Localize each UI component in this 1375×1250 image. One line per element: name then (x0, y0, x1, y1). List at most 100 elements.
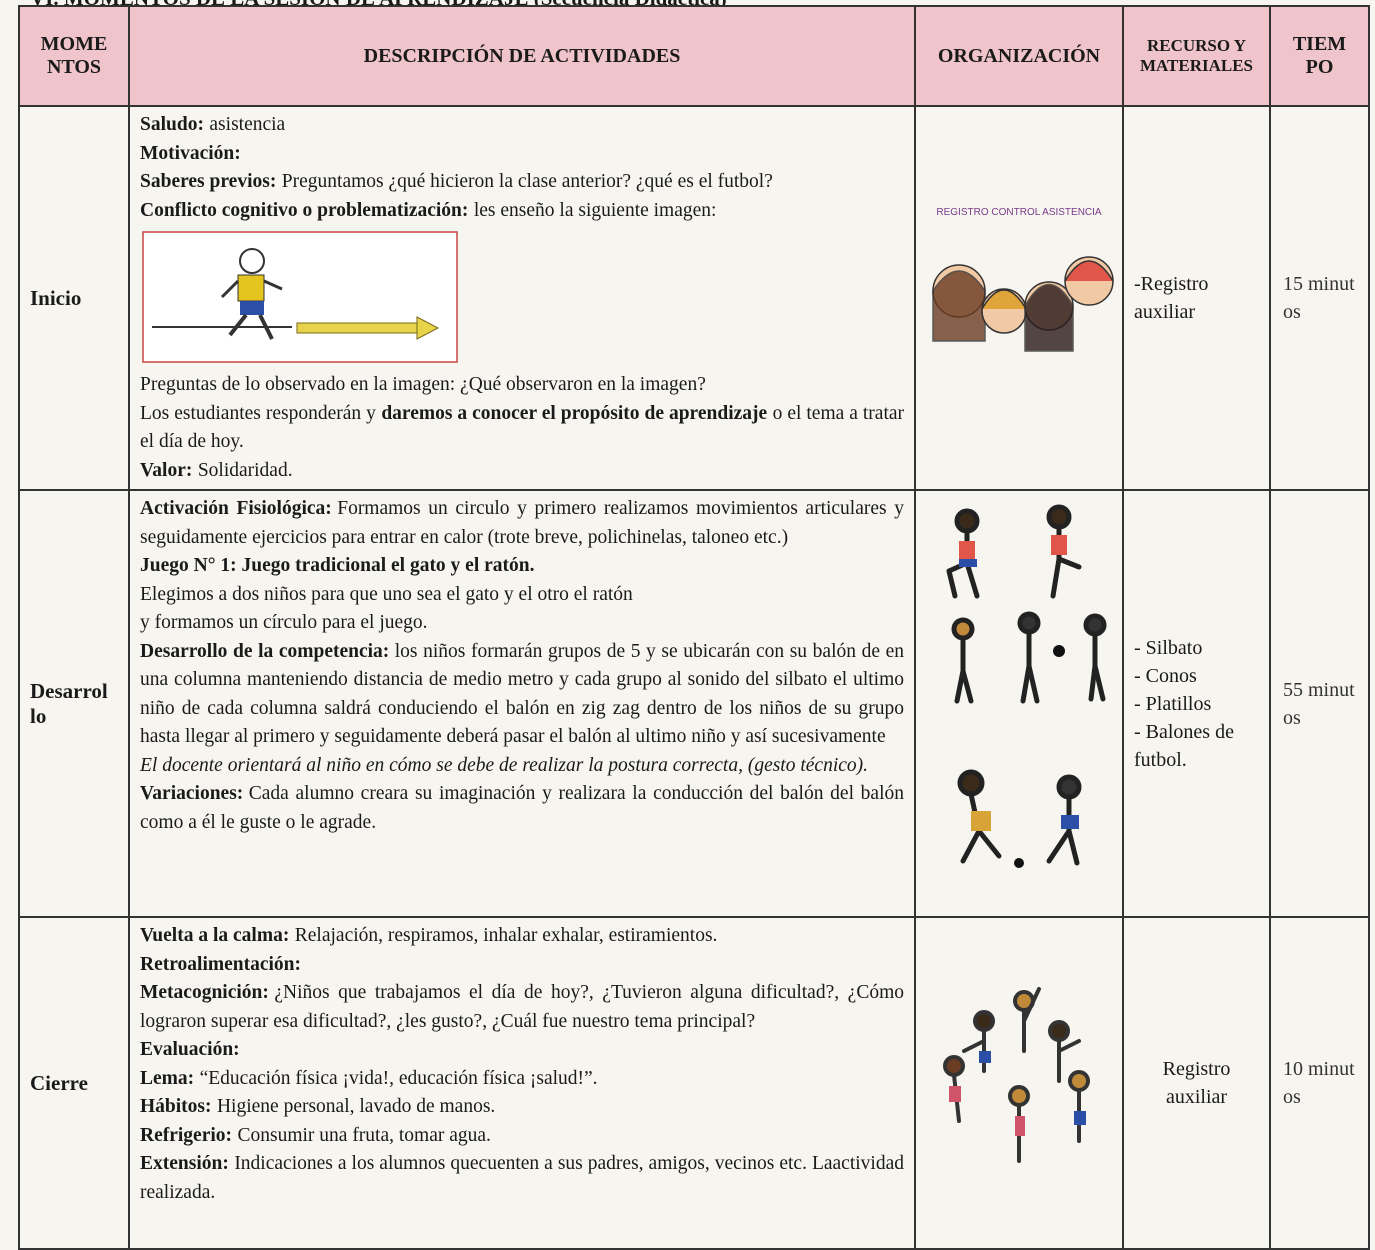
paragraph: Preguntas de lo observado en la imagen: … (140, 371, 904, 400)
text: Elegimos a dos niños para que uno sea el… (140, 583, 633, 605)
paragraph: Conflicto cognitivo o problematización: l… (140, 197, 904, 226)
paragraph: Motivación: (140, 140, 904, 169)
stretching-image (943, 986, 1090, 1163)
paragraph: Hábitos: Higiene personal, lavado de mano… (140, 1093, 904, 1122)
text: les enseño la siguiente imagen: (473, 199, 717, 221)
paragraph: Activación Fisiológica: Formamos un circu… (140, 495, 904, 552)
paragraphs: Vuelta a la calma: Relajación, respiramos… (140, 922, 904, 1207)
text: asistencia (209, 114, 286, 135)
image-caption: REGISTRO CONTROL ASISTENCIA (936, 207, 1102, 218)
attendance-image: REGISTRO CONTROL ASISTENCIA (932, 207, 1114, 352)
text: o el tema a tratar el día de hoy. (140, 402, 905, 453)
description: Activación Fisiológica: Formamos un circu… (128, 489, 916, 918)
label: Evaluación: (140, 1039, 240, 1060)
label: Juego N° 1: Juego tradicional el gato y … (140, 555, 535, 576)
moment-text: Desarrollo (30, 678, 108, 728)
text: Consumir una fruta, tomar agua. (237, 1124, 491, 1146)
paragraph: Refrigerio: Consumir una fruta, tomar agu… (140, 1122, 904, 1151)
resource-item: -Registro auxiliar (1134, 273, 1209, 323)
column-header: RECURSO Y MATERIALES (1122, 5, 1271, 107)
paragraph: Retroalimentación: (140, 951, 904, 980)
time: 55 minutos (1269, 489, 1370, 918)
text: Solidaridad. (197, 459, 293, 481)
moment: Cierre (18, 916, 130, 1250)
section-title: VI. MOMENTOS DE LA SESIÓN DE APRENDIZAJE… (30, 0, 727, 11)
column-header: DESCRIPCIÓN DE ACTIVIDADES (128, 5, 916, 107)
label: Refrigerio: (140, 1124, 233, 1146)
text: Preguntas de lo observado en la imagen: … (140, 374, 706, 395)
label: Desarrollo de la competencia: (140, 640, 390, 662)
label: Metacognición: (140, 982, 269, 1003)
moment: Desarrollo (18, 489, 130, 918)
column-header: MOMENTOS (18, 5, 130, 107)
header-text: MOMENTOS (40, 33, 108, 78)
text: Los estudiantes responderán y (140, 402, 376, 424)
label: Saludo: (140, 114, 204, 135)
resource-item: - Platillos (1134, 692, 1212, 715)
text: Higiene personal, lavado de manos. (216, 1096, 496, 1117)
text: ¿Niños que trabajamos el día de hoy?, ¿T… (140, 982, 904, 1032)
label: daremos a conocer el propósito de aprend… (381, 402, 768, 424)
paragraph: y formamos un círculo para el juego. (140, 609, 904, 638)
resources: - Silbato - Conos - Platillos - Balones de … (1122, 489, 1271, 918)
paragraph: El docente orientará al niño en cómo se … (140, 752, 904, 781)
text: los niños formarán grupos de 5 y se ubic… (140, 640, 904, 748)
resource-item: - Balones de futbol. (1134, 720, 1234, 771)
row: Desarrollo Activación Fisiológica: Formam… (18, 489, 1370, 918)
paragraph: Evaluación: (140, 1036, 904, 1065)
paragraph: Saberes previos: Preguntamos ¿qué hiciero… (140, 168, 904, 197)
paragraph: Valor: Solidaridad. (140, 457, 904, 486)
header-text: ORGANIZACIÓN (937, 44, 1101, 67)
activity-images (946, 504, 1107, 868)
description: Vuelta a la calma: Relajación, respiramos… (128, 916, 916, 1250)
label: Conflicto cognitivo o problematización: (140, 199, 469, 221)
paragraph: Vuelta a la calma: Relajación, respiramos… (140, 922, 904, 951)
time: 10 minutos (1269, 916, 1370, 1250)
text: Indicaciones a los alumnos quecuenten a … (140, 1153, 904, 1203)
text: El docente orientará al niño en cómo se … (140, 754, 869, 776)
label: Saberes previos: (140, 171, 277, 192)
column-header: TIEMPO (1269, 5, 1370, 107)
header-text: TIEMPO (1292, 33, 1347, 78)
text: Relajación, respiramos, inhalar exhalar,… (294, 925, 718, 946)
paragraph: Desarrollo de la competencia: los niños f… (140, 638, 904, 752)
row: Cierre Vuelta a la calma: Relajación, res… (18, 916, 1370, 1250)
label: Variaciones: (140, 783, 244, 804)
resource-item: Registro auxiliar (1162, 1058, 1231, 1108)
text: “Educación física ¡vida!, educación físi… (199, 1067, 598, 1089)
label: Extensión: (140, 1153, 229, 1174)
label: Valor: (140, 459, 193, 481)
label: Vuelta a la calma: (140, 925, 290, 946)
text: y formamos un círculo para el juego. (140, 612, 428, 633)
label: Lema: (140, 1067, 195, 1089)
resources: -Registro auxiliar (1122, 105, 1271, 491)
header-text: RECURSO Y MATERIALES (1139, 36, 1254, 75)
column-header: ORGANIZACIÓN (914, 5, 1124, 107)
paragraphs: Saludo: asistencia Motivación: Saberes prev… (140, 111, 904, 225)
paragraphs: Preguntas de lo observado en la imagen: … (140, 371, 904, 485)
paragraph: Extensión: Indicaciones a los alumnos que… (140, 1150, 904, 1207)
paragraph: Metacognición: ¿Niños que trabajamos el d… (140, 979, 904, 1036)
organization (914, 489, 1124, 918)
paragraph: Juego N° 1: Juego tradicional el gato y … (140, 552, 904, 581)
paragraphs: Activación Fisiológica: Formamos un circu… (140, 495, 904, 837)
header-row: MOMENTOS DESCRIPCIÓN DE ACTIVIDADES ORGA… (18, 5, 1370, 107)
row: Inicio Saludo: asistencia Motivación: Saber… (18, 105, 1370, 491)
running-image (142, 231, 458, 363)
paragraph: Los estudiantes responderán y daremos a c… (140, 400, 904, 457)
label: Hábitos: (140, 1096, 212, 1117)
time: 15 minutos (1269, 105, 1370, 491)
paragraph: Saludo: asistencia (140, 111, 904, 140)
text: Cada alumno creara su imaginación y real… (140, 783, 904, 833)
resource-item: - Silbato (1134, 636, 1203, 659)
label: Retroalimentación: (140, 953, 302, 975)
text: Preguntamos ¿qué hicieron la clase anter… (281, 171, 773, 192)
organization (914, 916, 1124, 1250)
session-table: MOMENTOS DESCRIPCIÓN DE ACTIVIDADES ORGA… (18, 5, 1370, 1250)
resources: Registro auxiliar (1122, 916, 1271, 1250)
label: Motivación: (140, 142, 241, 164)
label: Activación Fisiológica: (140, 498, 332, 519)
moment: Inicio (18, 105, 130, 491)
paragraph: Lema: “Educación física ¡vida!, educación… (140, 1065, 904, 1094)
text: Formamos un circulo y primero realizamos… (140, 498, 904, 548)
